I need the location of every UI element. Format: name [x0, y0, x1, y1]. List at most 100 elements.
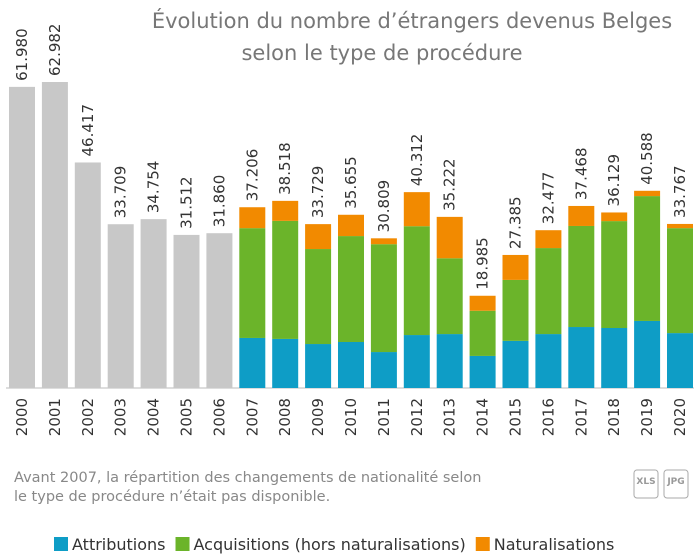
- x-tick-label: 2002: [79, 398, 97, 436]
- x-tick-label: 2017: [572, 398, 590, 436]
- bar: [173, 234, 200, 388]
- bar-segment: [403, 192, 430, 227]
- value-label: 32.477: [539, 172, 557, 225]
- bar-segment: [568, 205, 595, 226]
- bar-segment: [502, 254, 529, 280]
- bar-segment: [469, 295, 496, 311]
- x-tick-label: 2004: [145, 398, 163, 436]
- bar-segment: [338, 236, 364, 342]
- x-tick-label: 2012: [408, 398, 426, 436]
- x-tick-label: 2019: [638, 398, 656, 436]
- bar-segment: [239, 337, 266, 388]
- legend-label: Naturalisations: [494, 535, 615, 554]
- bar-segment: [403, 226, 430, 336]
- bar-segment: [469, 355, 496, 388]
- bar-segment: [370, 238, 397, 245]
- legend-swatch: [175, 537, 190, 551]
- x-tick-label: 2014: [474, 398, 492, 436]
- icon-frame: [633, 469, 659, 499]
- bar-segment: [305, 344, 332, 388]
- value-label: 33.709: [112, 166, 130, 219]
- bar-segment: [535, 334, 562, 388]
- legend-label: Attributions: [72, 535, 166, 554]
- bar: [206, 233, 233, 388]
- download-jpg[interactable]: JPG: [663, 469, 689, 499]
- x-tick-label: 2018: [605, 398, 623, 436]
- value-label: 46.417: [79, 104, 97, 157]
- bar-segment: [535, 248, 562, 335]
- bar-segment: [502, 340, 529, 388]
- bar-segment: [667, 333, 693, 388]
- value-label: 35.222: [441, 158, 459, 211]
- x-tick-label: 2008: [276, 398, 294, 436]
- x-tick-label: 2016: [539, 398, 557, 436]
- value-label: 27.385: [507, 196, 525, 249]
- x-tick-label: 2020: [671, 398, 689, 436]
- legend-swatch: [54, 537, 68, 551]
- value-label: 37.206: [243, 149, 261, 202]
- bar-segment: [272, 220, 299, 339]
- chart-title: selon le type de procédure: [241, 41, 522, 65]
- bar-segment: [436, 334, 463, 388]
- bar: [9, 86, 35, 388]
- value-label: 40.588: [638, 132, 656, 185]
- bar-segment: [305, 249, 332, 345]
- value-label: 30.809: [375, 180, 393, 233]
- x-tick-label: 2003: [112, 398, 130, 436]
- icon-label: XLS: [636, 477, 655, 487]
- bar-segment: [634, 190, 661, 197]
- x-tick-label: 2005: [178, 398, 196, 436]
- x-tick-label: 2001: [46, 398, 64, 436]
- bar-segment: [239, 207, 266, 229]
- bar: [107, 224, 134, 388]
- x-tick-label: 2011: [375, 398, 393, 436]
- bar-segment: [634, 320, 661, 388]
- x-tick-label: 2006: [210, 398, 228, 436]
- value-label: 31.512: [178, 176, 196, 229]
- bar-segment: [272, 200, 299, 221]
- bar-segment: [272, 338, 299, 388]
- bar-segment: [601, 327, 628, 388]
- bar-segment: [667, 228, 693, 334]
- x-tick-label: 2009: [309, 398, 327, 436]
- x-tick-label: 2007: [243, 398, 261, 436]
- bar-segment: [568, 327, 595, 388]
- bar-segment: [338, 214, 364, 237]
- bar: [74, 162, 101, 388]
- x-tick-label: 2000: [13, 398, 31, 436]
- bar-segment: [239, 228, 266, 338]
- value-label: 36.129: [605, 154, 623, 207]
- bar-segment: [436, 216, 463, 259]
- value-label: 61.980: [13, 28, 31, 81]
- bar-segment: [338, 341, 364, 388]
- value-label: 62.982: [46, 24, 64, 77]
- x-tick-label: 2010: [342, 398, 360, 436]
- value-label: 40.312: [408, 134, 426, 187]
- value-label: 38.518: [276, 142, 294, 195]
- icon-label: JPG: [666, 477, 684, 487]
- bar-segment: [601, 212, 628, 222]
- download-xls[interactable]: XLS: [633, 469, 659, 499]
- bar-segment: [403, 335, 430, 388]
- note: Avant 2007, la répartition des changemen…: [14, 470, 481, 486]
- bar-segment: [634, 196, 661, 321]
- bar-segment: [370, 244, 397, 353]
- bar-segment: [667, 223, 693, 229]
- bar-segment: [502, 279, 529, 341]
- bar-segment: [436, 258, 463, 335]
- icon-frame: [663, 469, 689, 499]
- value-label: 31.860: [210, 175, 228, 228]
- value-label: 34.754: [145, 161, 163, 214]
- value-label: 33.767: [671, 165, 689, 218]
- value-label: 18.985: [474, 237, 492, 289]
- bar-segment: [535, 230, 562, 249]
- x-tick-label: 2013: [441, 398, 459, 436]
- bar-segment: [469, 310, 496, 356]
- value-label: 33.729: [309, 166, 327, 219]
- legend-swatch: [475, 537, 490, 551]
- value-label: 35.655: [342, 156, 360, 209]
- bar-segment: [601, 221, 628, 328]
- bar-segment: [305, 224, 332, 250]
- bar-segment: [568, 225, 595, 328]
